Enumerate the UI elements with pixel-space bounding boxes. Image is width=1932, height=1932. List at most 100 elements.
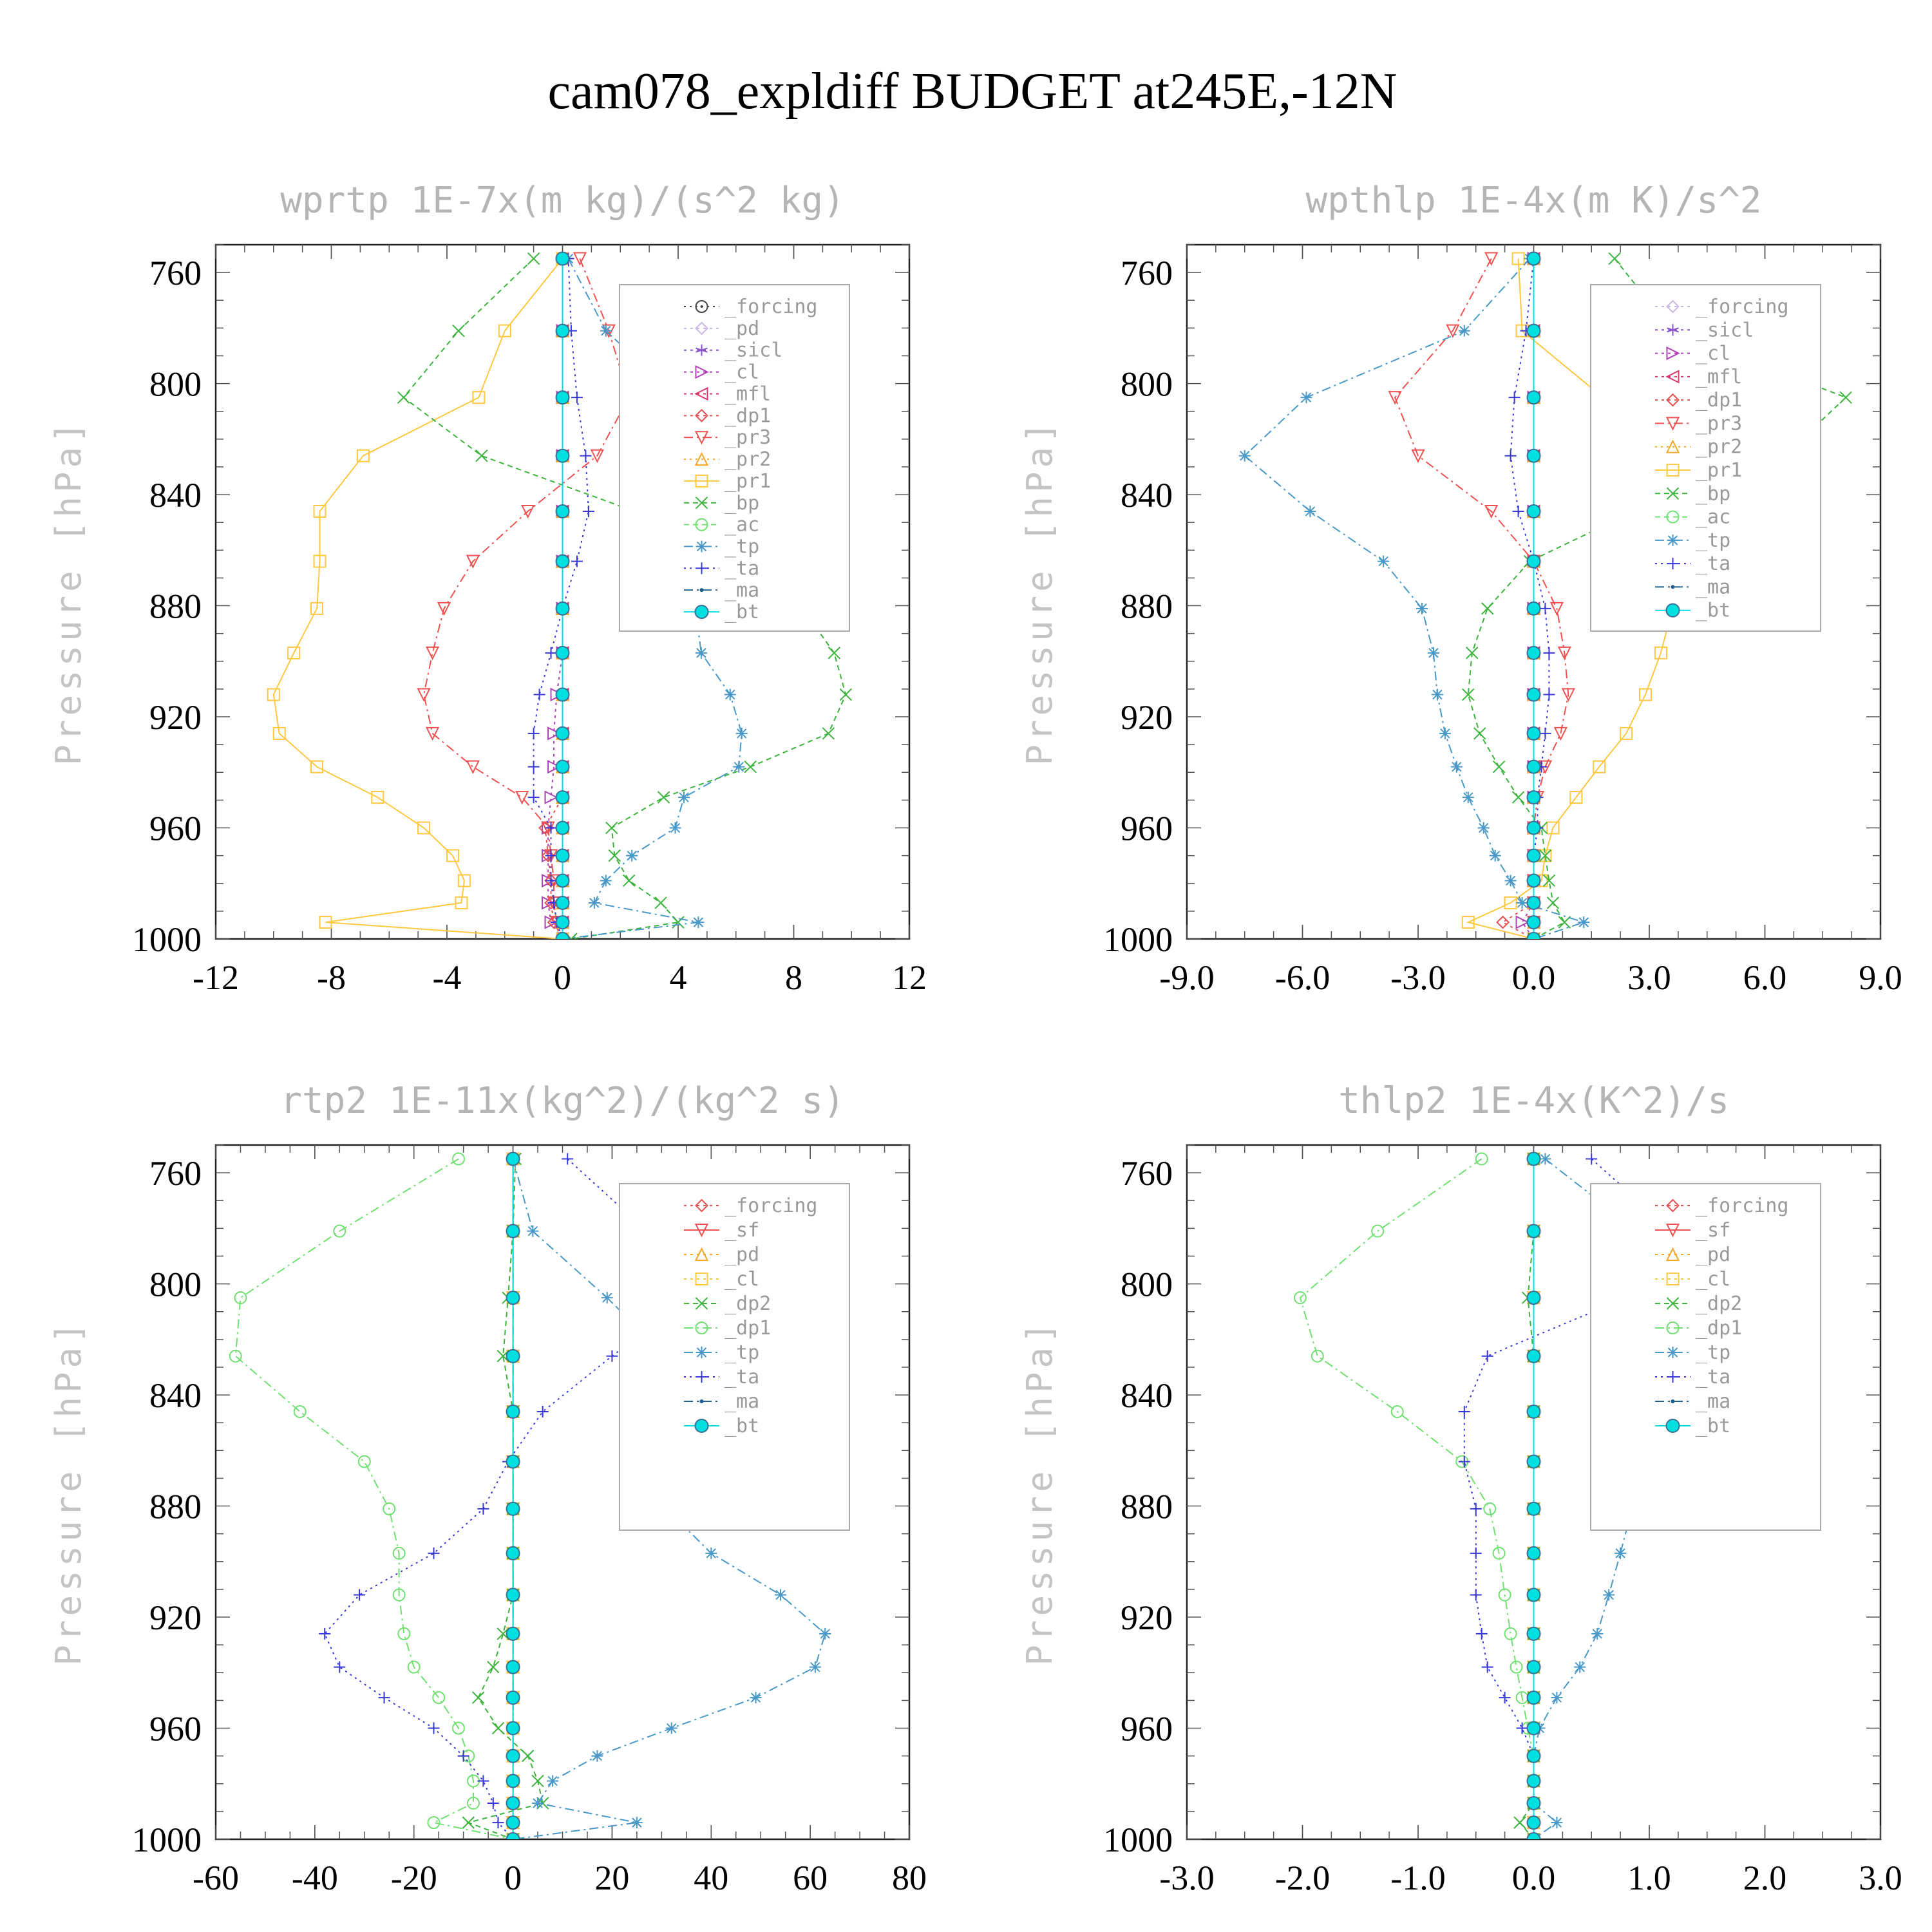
data-point [1484, 252, 1499, 266]
x-tick-label: 0.0 [1512, 1859, 1556, 1897]
legend-item: _tp [1655, 1341, 1730, 1364]
series-line [1519, 1159, 1535, 1839]
legend-label: _pr3 [724, 426, 771, 449]
data-point [605, 821, 618, 835]
data-point [527, 1225, 539, 1237]
data-point [1504, 450, 1517, 462]
legend-label: _pd [1696, 1244, 1730, 1266]
data-point [774, 1589, 786, 1601]
legend-marker [1665, 370, 1680, 384]
series-line [466, 1159, 544, 1839]
data-point [544, 790, 558, 804]
legend-item: _pr2 [684, 448, 771, 471]
data-point [547, 726, 562, 741]
y-tick-label: 840 [149, 1376, 202, 1415]
y-tick-label: 920 [1121, 1598, 1173, 1637]
legend-marker [695, 1273, 708, 1285]
data-point [491, 1721, 505, 1735]
series-line [544, 258, 564, 939]
data-point [555, 915, 570, 930]
legend-label: _ta [724, 557, 759, 580]
legend-marker [1666, 1321, 1680, 1334]
x-tick-label: -4 [433, 958, 462, 997]
data-point [545, 849, 557, 862]
data-point [1462, 791, 1474, 804]
panel-title: rtp2 1E-11x(kg^2)/(kg^2 s) [280, 1080, 845, 1122]
legend-label: _dp1 [724, 1317, 771, 1340]
y-tick-label: 960 [149, 810, 202, 848]
series-pr3 [417, 252, 636, 939]
legend-item: _bp [684, 492, 759, 515]
legend-marker [1666, 1297, 1680, 1310]
series-ta [527, 252, 594, 939]
legend-label: _cl [1696, 343, 1730, 365]
y-tick-label: 960 [1121, 810, 1173, 848]
data-point [1542, 874, 1556, 887]
data-point [1551, 1817, 1563, 1829]
data-point [457, 1750, 469, 1762]
data-point [1431, 688, 1443, 701]
y-tick-label: 880 [149, 587, 202, 626]
data-point [452, 324, 465, 337]
legend-item: _sf [1655, 1219, 1730, 1242]
legend-label: _ma [1696, 1390, 1730, 1413]
data-point [1526, 1587, 1541, 1602]
legend-item: _sicl [1655, 319, 1754, 341]
data-point [506, 1690, 520, 1705]
data-point [432, 1691, 446, 1705]
legend: _forcing_pd_sicl_cl_mfl_dp1_pr3_pr2_pr1_… [619, 284, 850, 632]
legend-item: _cl [684, 361, 759, 384]
x-tick-label: 0 [504, 1859, 522, 1897]
data-point [1620, 726, 1633, 740]
series-bt [1526, 251, 1541, 939]
y-tick-label: 760 [1121, 1154, 1173, 1193]
legend-label: _mfl [724, 383, 771, 405]
data-point [654, 896, 667, 909]
legend-marker [695, 365, 709, 379]
data-point [1526, 1832, 1541, 1839]
data-point [547, 760, 562, 774]
legend-marker [1666, 464, 1680, 477]
data-point [1603, 1589, 1615, 1601]
data-point [828, 647, 841, 659]
data-point [1462, 688, 1475, 701]
legend-label: _ac [724, 514, 759, 536]
data-point [506, 1404, 520, 1419]
data-point [1526, 1546, 1541, 1560]
legend-marker [1667, 1347, 1679, 1358]
legend-label: _tp [1696, 1341, 1730, 1364]
data-point [665, 1722, 677, 1734]
legend-label: _bt [1696, 600, 1730, 622]
x-tick-label: 6.0 [1743, 958, 1787, 997]
legend-item: _ma [684, 579, 759, 601]
data-point [1504, 875, 1517, 887]
legend-marker [1667, 534, 1679, 546]
data-point [506, 1224, 520, 1238]
data-point [319, 916, 332, 929]
legend-marker [695, 408, 708, 422]
y-tick-label: 880 [149, 1488, 202, 1526]
data-point [334, 1661, 346, 1673]
data-point [545, 647, 557, 659]
data-point [600, 325, 612, 337]
series-bt [1526, 1151, 1541, 1839]
legend-label: _pr2 [1696, 436, 1742, 459]
legend: _forcing_sf_pd_cl_dp2_dp1_tp_ta_ma_bt [1590, 1183, 1821, 1531]
data-point [467, 1796, 480, 1810]
y-tick-label: 760 [149, 1154, 202, 1193]
data-point [527, 727, 540, 739]
data-point [333, 1224, 346, 1238]
data-point [544, 896, 558, 910]
data-point [571, 392, 583, 404]
chart-panel-2: wpthlp 1E-4x(m K)/s^2 Pressure [hPa] 760 80… [1019, 180, 1902, 997]
data-point [1512, 505, 1524, 517]
data-point [1411, 449, 1425, 463]
legend-item: _bt [1655, 1415, 1730, 1437]
data-point [1639, 688, 1653, 701]
data-point [571, 555, 583, 567]
data-point [588, 896, 600, 909]
data-point [506, 1151, 520, 1166]
legend-label: _cl [724, 361, 759, 384]
data-point [677, 791, 690, 804]
